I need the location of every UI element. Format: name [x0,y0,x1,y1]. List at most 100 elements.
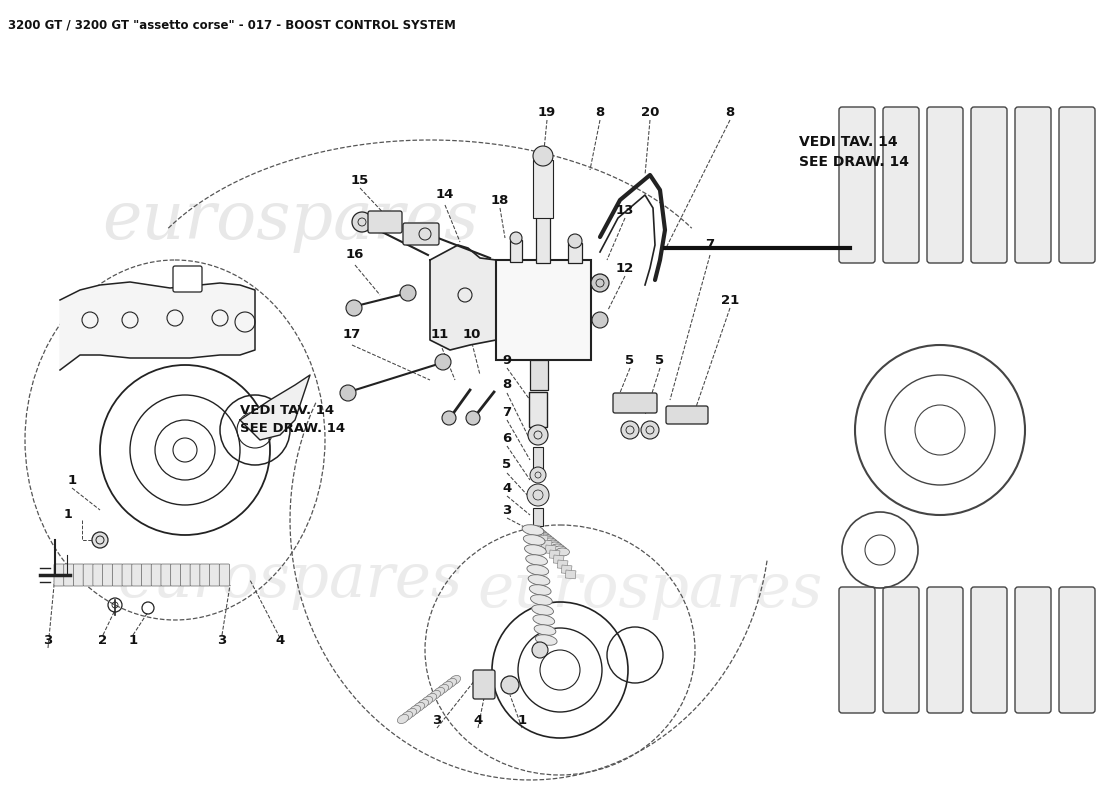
Text: 9: 9 [503,354,512,366]
Text: 4: 4 [275,634,285,646]
Bar [553,555,564,564]
Circle shape [641,421,659,439]
Ellipse shape [402,711,412,721]
Ellipse shape [525,545,547,555]
FancyBboxPatch shape [971,107,1006,263]
Text: 4: 4 [503,482,512,494]
Text: eurospares: eurospares [477,560,823,620]
Ellipse shape [409,706,420,714]
Circle shape [466,411,480,425]
Ellipse shape [534,530,547,538]
Ellipse shape [548,542,562,550]
Text: 2: 2 [98,634,108,646]
Ellipse shape [540,536,554,544]
FancyBboxPatch shape [368,211,402,233]
Text: 17: 17 [343,329,361,342]
Ellipse shape [526,554,548,566]
Circle shape [621,421,639,439]
FancyBboxPatch shape [971,587,1006,713]
FancyBboxPatch shape [64,564,74,586]
FancyBboxPatch shape [210,564,220,586]
Bar [529,392,547,427]
Text: 19: 19 [538,106,557,118]
FancyBboxPatch shape [219,564,230,586]
Ellipse shape [528,574,550,586]
Ellipse shape [536,532,550,540]
FancyBboxPatch shape [92,564,103,586]
Bar [537,535,548,544]
Bar [565,570,576,579]
FancyBboxPatch shape [883,107,918,263]
Text: 8: 8 [595,106,605,118]
Ellipse shape [546,540,560,548]
Ellipse shape [527,565,549,575]
Polygon shape [60,282,255,370]
FancyBboxPatch shape [122,564,132,586]
FancyBboxPatch shape [1015,107,1050,263]
Text: 1: 1 [67,474,77,486]
Bar [534,530,544,539]
FancyBboxPatch shape [170,564,180,586]
Ellipse shape [538,534,552,542]
Ellipse shape [528,526,542,534]
Ellipse shape [406,709,417,718]
FancyBboxPatch shape [1015,587,1050,713]
Circle shape [510,232,522,244]
Polygon shape [430,245,496,350]
FancyBboxPatch shape [180,564,190,586]
Bar [549,550,560,559]
Text: 21: 21 [720,294,739,306]
FancyBboxPatch shape [142,564,152,586]
Text: 15: 15 [351,174,370,186]
Ellipse shape [536,634,557,646]
Text: 3: 3 [432,714,441,726]
Text: 1: 1 [517,714,527,726]
Bar [530,360,548,390]
Ellipse shape [421,697,432,706]
Ellipse shape [530,528,544,536]
Ellipse shape [397,714,408,723]
Circle shape [592,312,608,328]
Ellipse shape [438,685,449,694]
Ellipse shape [532,614,554,626]
FancyBboxPatch shape [473,670,495,699]
FancyBboxPatch shape [613,393,657,413]
Ellipse shape [426,694,437,702]
Bar [536,215,550,263]
Text: 5: 5 [503,458,512,471]
Bar [561,565,572,574]
Ellipse shape [529,585,551,595]
Circle shape [434,354,451,370]
Bar [534,447,543,469]
Circle shape [500,676,519,694]
Bar [510,240,522,262]
FancyBboxPatch shape [102,564,113,586]
Ellipse shape [530,594,552,606]
FancyBboxPatch shape [927,107,962,263]
Ellipse shape [556,548,570,556]
Circle shape [92,532,108,548]
Circle shape [591,274,609,292]
Circle shape [568,234,582,248]
FancyBboxPatch shape [883,587,918,713]
Text: 3: 3 [218,634,227,646]
FancyBboxPatch shape [403,223,439,245]
Text: 14: 14 [436,189,454,202]
Ellipse shape [543,538,557,546]
Text: 3: 3 [503,503,512,517]
Ellipse shape [441,682,452,690]
FancyBboxPatch shape [666,406,708,424]
Ellipse shape [417,699,429,709]
Text: 4: 4 [473,714,483,726]
Text: 11: 11 [431,329,449,342]
Circle shape [352,212,372,232]
Ellipse shape [524,534,546,546]
Text: 3200 GT / 3200 GT "assetto corse" - 017 - BOOST CONTROL SYSTEM: 3200 GT / 3200 GT "assetto corse" - 017 … [8,18,455,31]
Circle shape [528,425,548,445]
Ellipse shape [429,690,441,699]
Bar [496,260,591,360]
Circle shape [532,642,548,658]
Text: VEDI TAV. 14
SEE DRAW. 14: VEDI TAV. 14 SEE DRAW. 14 [799,135,909,169]
Text: 5: 5 [626,354,635,366]
Text: 16: 16 [345,249,364,262]
